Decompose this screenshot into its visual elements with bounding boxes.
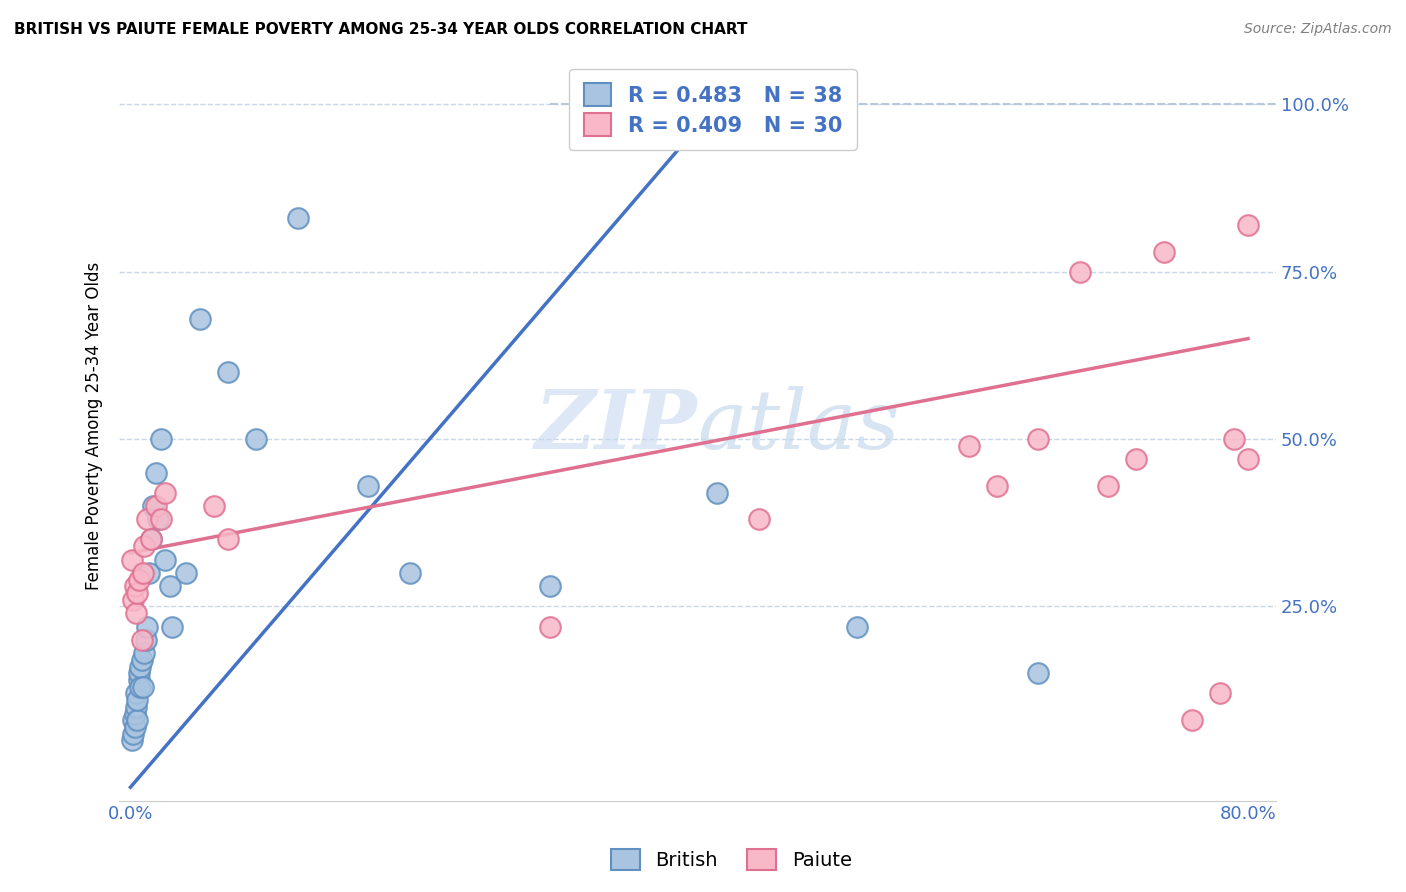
- Point: [128, 573, 150, 587]
- Point: [150, 432, 173, 446]
- Point: [131, 653, 153, 667]
- Point: [1028, 666, 1050, 681]
- Point: [1223, 432, 1246, 446]
- Point: [357, 479, 380, 493]
- Point: [155, 485, 177, 500]
- Point: [131, 632, 153, 647]
- Point: [986, 479, 1008, 493]
- Point: [145, 466, 167, 480]
- Point: [706, 485, 728, 500]
- Point: [188, 311, 211, 326]
- Point: [136, 512, 159, 526]
- Point: [398, 566, 420, 580]
- Point: [138, 566, 160, 580]
- Text: atlas: atlas: [697, 385, 900, 466]
- Legend: British, Paiute: British, Paiute: [603, 841, 859, 878]
- Point: [538, 619, 561, 633]
- Text: Source: ZipAtlas.com: Source: ZipAtlas.com: [1244, 22, 1392, 37]
- Text: ZIP: ZIP: [536, 385, 697, 466]
- Point: [150, 512, 173, 526]
- Point: [1237, 452, 1260, 467]
- Point: [1125, 452, 1147, 467]
- Point: [748, 512, 770, 526]
- Point: [1237, 218, 1260, 232]
- Point: [142, 499, 165, 513]
- Point: [127, 713, 149, 727]
- Point: [121, 733, 143, 747]
- Legend: R = 0.483   N = 38, R = 0.409   N = 30: R = 0.483 N = 38, R = 0.409 N = 30: [569, 69, 856, 151]
- Point: [124, 720, 146, 734]
- Point: [129, 659, 152, 673]
- Point: [1028, 432, 1050, 446]
- Point: [1153, 244, 1175, 259]
- Point: [129, 680, 152, 694]
- Point: [121, 552, 143, 566]
- Point: [141, 533, 163, 547]
- Point: [125, 686, 148, 700]
- Point: [1069, 265, 1091, 279]
- Point: [245, 432, 267, 446]
- Point: [845, 619, 868, 633]
- Point: [957, 439, 980, 453]
- Point: [128, 673, 150, 687]
- Point: [141, 533, 163, 547]
- Point: [202, 499, 225, 513]
- Point: [125, 606, 148, 620]
- Point: [217, 365, 239, 379]
- Point: [122, 726, 145, 740]
- Point: [122, 713, 145, 727]
- Text: BRITISH VS PAIUTE FEMALE POVERTY AMONG 25-34 YEAR OLDS CORRELATION CHART: BRITISH VS PAIUTE FEMALE POVERTY AMONG 2…: [14, 22, 748, 37]
- Point: [159, 579, 181, 593]
- Point: [287, 211, 309, 225]
- Point: [122, 592, 145, 607]
- Point: [124, 579, 146, 593]
- Point: [125, 699, 148, 714]
- Point: [217, 533, 239, 547]
- Point: [132, 566, 155, 580]
- Point: [1209, 686, 1232, 700]
- Point: [538, 579, 561, 593]
- Point: [155, 552, 177, 566]
- Point: [134, 539, 156, 553]
- Y-axis label: Female Poverty Among 25-34 Year Olds: Female Poverty Among 25-34 Year Olds: [86, 261, 103, 590]
- Point: [136, 619, 159, 633]
- Point: [1097, 479, 1119, 493]
- Point: [176, 566, 198, 580]
- Point: [134, 646, 156, 660]
- Point: [127, 693, 149, 707]
- Point: [128, 666, 150, 681]
- Point: [1181, 713, 1204, 727]
- Point: [148, 512, 170, 526]
- Point: [127, 586, 149, 600]
- Point: [132, 680, 155, 694]
- Point: [135, 632, 157, 647]
- Point: [124, 706, 146, 721]
- Point: [145, 499, 167, 513]
- Point: [162, 619, 184, 633]
